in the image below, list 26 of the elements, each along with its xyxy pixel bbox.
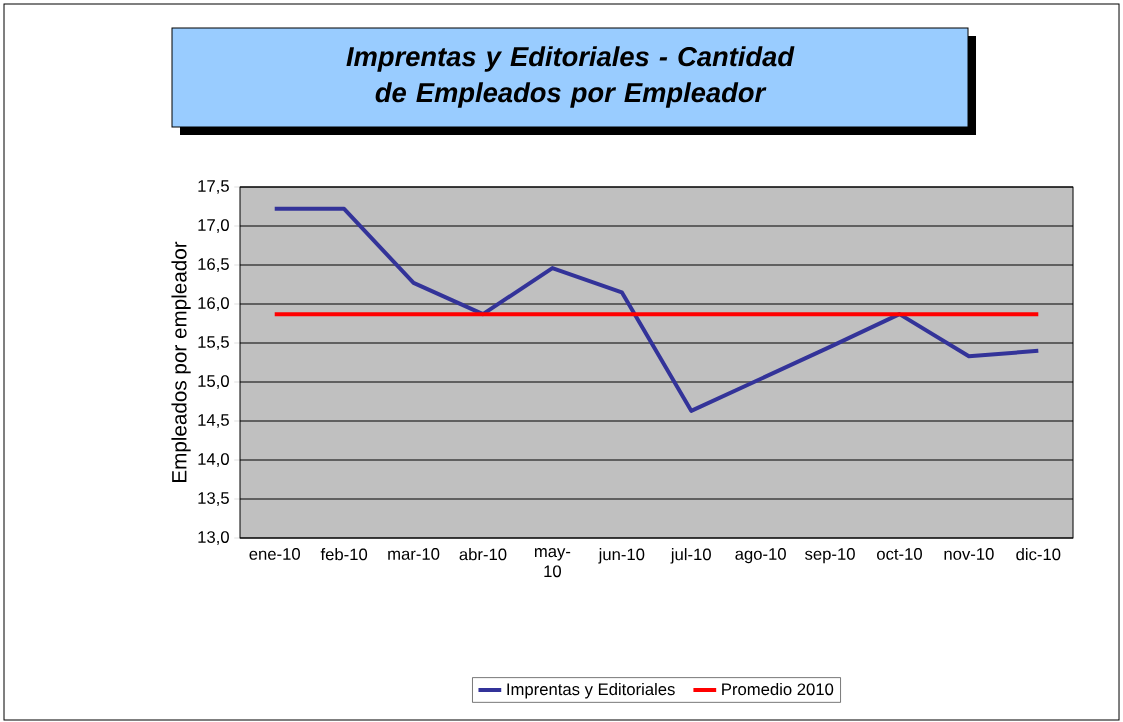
y-tick-label: 13,5 [198, 492, 229, 506]
x-tick-label: nov-10 [944, 548, 994, 560]
y-tick-label: 17,0 [198, 219, 229, 233]
x-tick-label: jun-10 [598, 548, 645, 564]
x-tick-label: mar-10 [388, 548, 440, 560]
x-tick-label: dic-10 [1016, 548, 1061, 561]
x-tick-label: ago-10 [735, 548, 786, 564]
y-tick-label: 14,0 [198, 453, 229, 467]
x-tick-label: feb-10 [320, 548, 368, 561]
y-tick-label: 16,5 [198, 258, 229, 272]
x-tick-label: oct-10 [877, 548, 922, 560]
chart-title: Imprentas y Editoriales - Cantidad de Empleados por Empleador [346, 46, 795, 108]
x-tick-label: jul-10 [670, 548, 711, 564]
y-tick-label: 14,5 [198, 414, 229, 428]
y-tick-label: 15,5 [198, 336, 229, 350]
y-tick-label: 17,5 [198, 180, 229, 194]
x-tick-label: sep-10 [805, 548, 855, 564]
y-tick-label: 16,0 [198, 297, 229, 311]
y-axis-title: Empleados por empleador [171, 241, 191, 483]
legend-label: Promedio 2010 [722, 682, 834, 696]
x-tick-label: ene-10 [249, 548, 300, 560]
y-tick-label: 13,0 [198, 531, 229, 545]
legend-label: Imprentas y Editoriales [507, 682, 675, 699]
x-tick-label: may-10 [534, 548, 571, 578]
x-tick-label: abr-10 [459, 548, 507, 561]
y-tick-label: 15,0 [198, 375, 229, 389]
